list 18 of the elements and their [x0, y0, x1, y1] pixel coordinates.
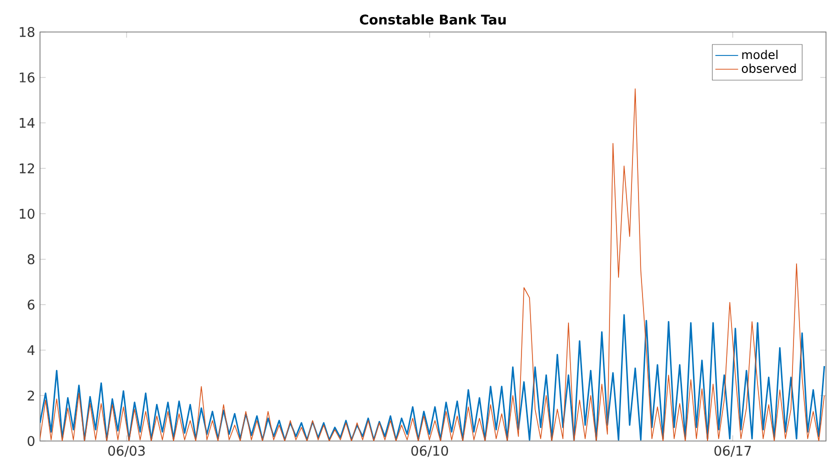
line-series [40, 314, 826, 441]
y-tick-label: 16 [20, 72, 34, 82]
y-tick-label: 8 [28, 254, 34, 264]
y-tick-label: 6 [28, 300, 34, 310]
y-tick-label: 0 [28, 436, 34, 446]
y-tick-label: 10 [20, 208, 34, 219]
y-tick-label: 14 [20, 118, 35, 128]
line-series [40, 88, 825, 441]
x-tick-label: 06/10 [411, 446, 448, 457]
x-tick-label: 06/17 [714, 446, 751, 457]
y-tick-label: 12 [20, 163, 34, 174]
legend-label: model [742, 50, 778, 60]
x-tick-label: 06/03 [108, 446, 145, 457]
y-tick-label: 2 [28, 390, 34, 401]
legend-label: observed [742, 64, 796, 73]
chart-title: Constable Bank Tau [360, 14, 506, 25]
y-tick-label: 18 [20, 26, 34, 38]
y-tick-label: 4 [27, 345, 35, 355]
